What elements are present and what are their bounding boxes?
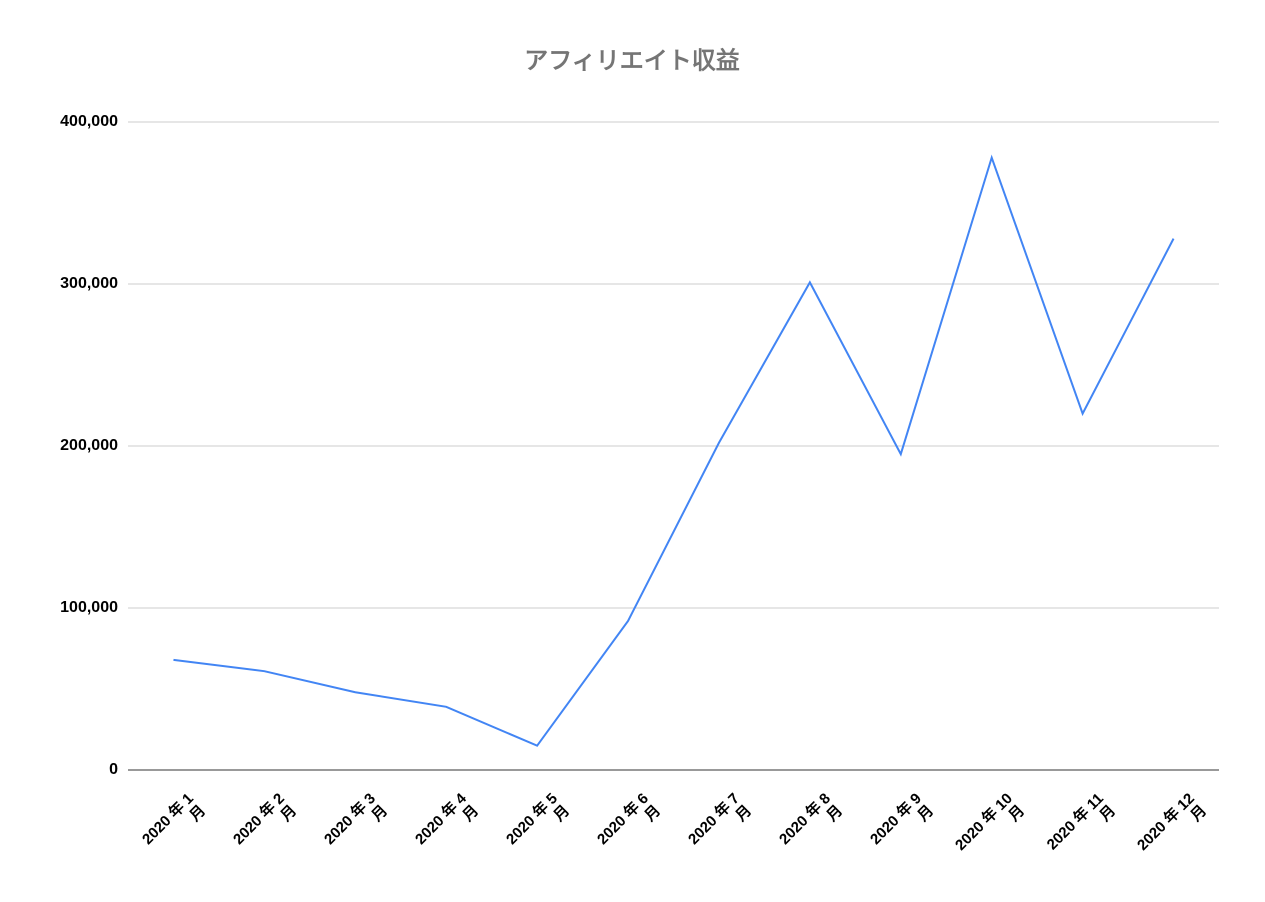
y-tick-label: 200,000 [60, 437, 118, 454]
y-tick-label: 400,000 [60, 113, 118, 130]
y-tick-label: 0 [109, 761, 118, 778]
line [173, 154, 1175, 747]
chart-title: アフィリエイト収益 [524, 46, 740, 74]
y-tick-label: 300,000 [60, 275, 118, 292]
y-tick-label: 100,000 [60, 599, 118, 616]
